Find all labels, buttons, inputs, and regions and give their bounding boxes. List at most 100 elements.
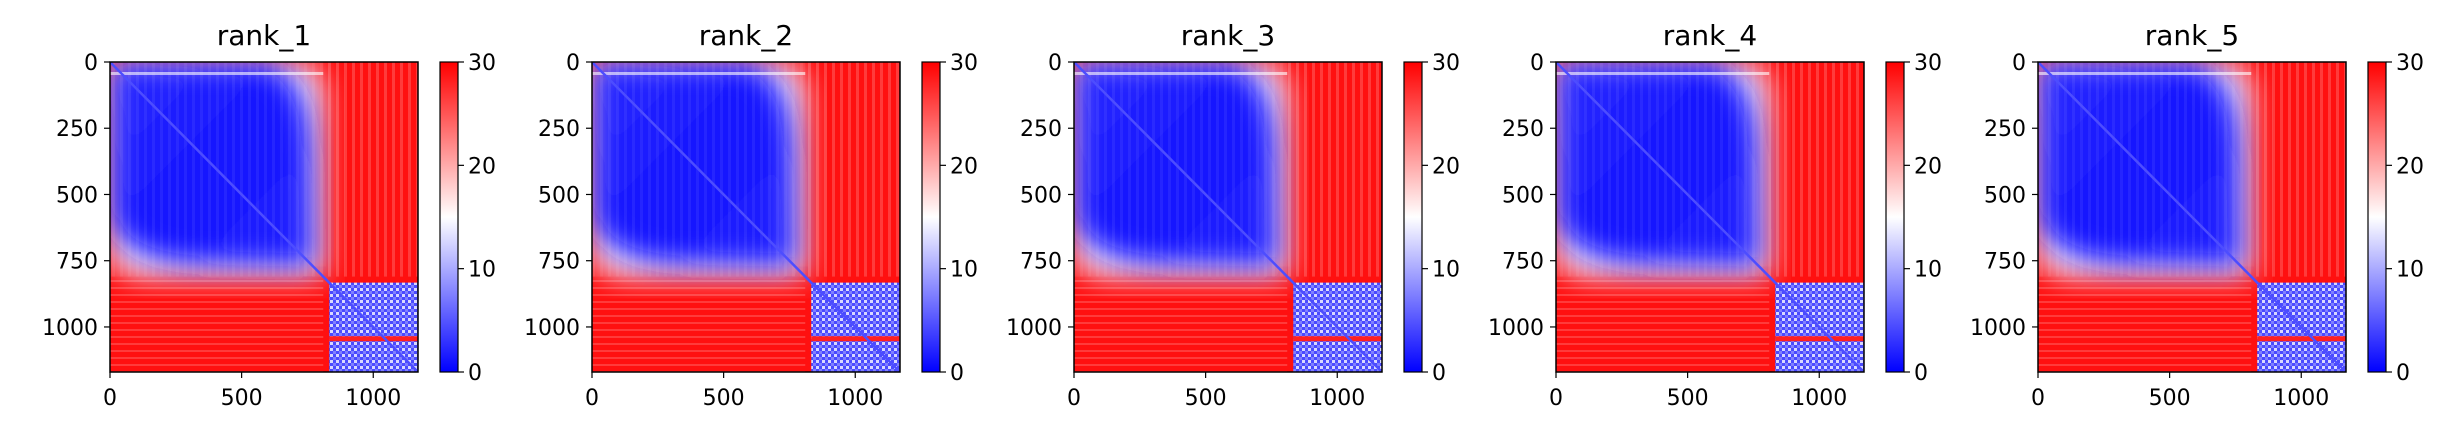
colorbar: 0 10 20 30 [921, 51, 978, 386]
chart-title: rank_3 [1181, 19, 1275, 52]
colorbar-tick-label: 0 [2396, 361, 2410, 386]
diagonal-line [1556, 62, 1864, 372]
y-tick-label: 250 [1984, 117, 2026, 142]
y-tick-label: 500 [538, 183, 580, 208]
colorbar: 0 10 20 30 [1885, 51, 1942, 386]
colorbar-tick-label: 30 [2396, 51, 2424, 76]
x-tick-label: 500 [1667, 386, 1709, 411]
x-tick-label: 1000 [345, 386, 401, 411]
plot-frame [1073, 61, 1383, 373]
y-tick-label: 0 [84, 51, 98, 76]
y-tick-label: 1000 [1488, 316, 1544, 341]
offdiag-top-right [2251, 62, 2346, 277]
y-tick-label: 750 [1984, 250, 2026, 275]
y-tick-label: 500 [1020, 183, 1062, 208]
plot-frame [109, 61, 419, 373]
y-tick-label: 1000 [1006, 316, 1062, 341]
y-tick-label: 500 [56, 183, 98, 208]
y-tick-label: 0 [566, 51, 580, 76]
diagonal-line [2038, 62, 2346, 372]
y-tick-label: 250 [56, 117, 98, 142]
y-tick-label: 1000 [42, 316, 98, 341]
x-tick-label: 0 [585, 386, 599, 411]
colorbar: 0 10 20 30 [2367, 51, 2424, 386]
colorbar-tick-label: 10 [1914, 258, 1942, 283]
y-tick-label: 1000 [524, 316, 580, 341]
colorbar-tick-label: 20 [950, 154, 978, 179]
chart-title: rank_2 [699, 19, 793, 52]
offdiag-top-right [1287, 62, 1382, 277]
colorbar-tick-label: 10 [950, 258, 978, 283]
top-strip [2038, 72, 2252, 75]
heatmap-panel-2: rank_2 0 500 1000 0 250 500 750 1000 0 10 20 30 [524, 19, 978, 411]
top-strip [1074, 72, 1288, 75]
y-tick-label: 750 [1020, 250, 1062, 275]
chart-title: rank_1 [217, 19, 311, 52]
y-tick-label: 250 [1502, 117, 1544, 142]
x-tick-label: 500 [703, 386, 745, 411]
diagonal-line [1074, 62, 1382, 372]
top-strip [592, 72, 806, 75]
colorbar-tick-label: 30 [468, 51, 496, 76]
colorbar-gradient [1885, 61, 1905, 373]
top-strip [110, 72, 324, 75]
plot-frame [591, 61, 901, 373]
y-tick-label: 0 [2012, 51, 2026, 76]
colorbar-tick-label: 30 [1432, 51, 1460, 76]
colorbar-tick-label: 20 [1432, 154, 1460, 179]
x-tick-label: 0 [1549, 386, 1563, 411]
y-tick-label: 500 [1502, 183, 1544, 208]
block-b-band-0 [1293, 336, 1382, 342]
colorbar-tick-label: 0 [1914, 361, 1928, 386]
colorbar-tick-label: 0 [950, 361, 964, 386]
offdiag-bottom-left [592, 276, 806, 372]
x-tick-label: 1000 [1791, 386, 1847, 411]
y-tick-label: 250 [1020, 117, 1062, 142]
x-tick-label: 1000 [1309, 386, 1365, 411]
y-tick-label: 750 [1502, 250, 1544, 275]
x-tick-label: 500 [1185, 386, 1227, 411]
y-tick-label: 750 [538, 250, 580, 275]
x-tick-label: 500 [221, 386, 263, 411]
y-tick-label: 750 [56, 250, 98, 275]
chart-title: rank_5 [2145, 19, 2239, 52]
plot-frame [2037, 61, 2347, 373]
x-tick-label: 0 [2031, 386, 2045, 411]
plot-frame [1555, 61, 1865, 373]
y-tick-label: 0 [1530, 51, 1544, 76]
offdiag-top-right [805, 62, 900, 277]
y-tick-label: 250 [538, 117, 580, 142]
colorbar-tick-label: 20 [1914, 154, 1942, 179]
colorbar-gradient [2367, 61, 2387, 373]
chart-title: rank_4 [1663, 19, 1757, 52]
heatmap-image [1074, 62, 1382, 372]
offdiag-bottom-left [2038, 276, 2252, 372]
colorbar-tick-label: 30 [950, 51, 978, 76]
diagonal-line [592, 62, 900, 372]
offdiag-bottom-left [110, 276, 324, 372]
colorbar-tick-label: 10 [2396, 258, 2424, 283]
block-b-band-0 [329, 336, 418, 342]
offdiag-bottom-left [1074, 276, 1288, 372]
colorbar-gradient [439, 61, 459, 373]
heatmap-image [592, 62, 900, 372]
offdiag-top-right [323, 62, 418, 277]
y-tick-label: 1000 [1970, 316, 2026, 341]
top-strip [1556, 72, 1770, 75]
colorbar: 0 10 20 30 [439, 51, 496, 386]
y-tick-label: 0 [1048, 51, 1062, 76]
colorbar-gradient [1403, 61, 1423, 373]
colorbar-tick-label: 30 [1914, 51, 1942, 76]
colorbar-tick-label: 20 [468, 154, 496, 179]
heatmap-image [110, 62, 418, 372]
heatmap-panel-5: rank_5 0 500 1000 0 250 500 750 1000 0 10 20 30 [1970, 19, 2424, 411]
heatmap-image [2038, 62, 2346, 372]
heatmap-panel-1: rank_1 0 500 1000 0 250 500 750 1000 0 10 20 30 [42, 19, 496, 411]
offdiag-top-right [1769, 62, 1864, 277]
block-b-band-0 [2257, 336, 2346, 342]
x-tick-label: 1000 [827, 386, 883, 411]
heatmap-panel-4: rank_4 0 500 1000 0 250 500 750 1000 0 10 20 30 [1488, 19, 1942, 411]
x-tick-label: 0 [103, 386, 117, 411]
heatmap-panel-3: rank_3 0 500 1000 0 250 500 750 1000 0 10 20 30 [1006, 19, 1460, 411]
